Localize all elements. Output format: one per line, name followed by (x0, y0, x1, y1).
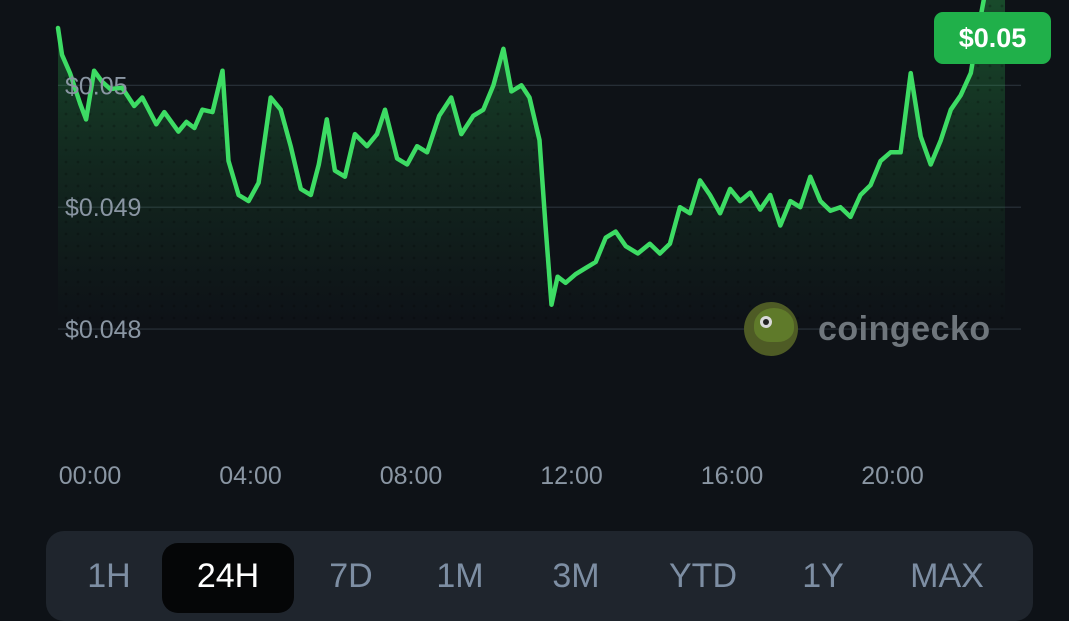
y-tick-label: $0.049 (65, 194, 141, 222)
x-tick-label: 00:00 (59, 462, 122, 490)
range-tab-ytd[interactable]: YTD (638, 543, 768, 613)
range-tab-3m[interactable]: 3M (521, 543, 631, 613)
x-tick-label: 08:00 (380, 462, 443, 490)
range-tab-24h[interactable]: 24H (162, 543, 294, 613)
price-area (58, 0, 1005, 320)
x-axis-ticks: 00:00 04:00 08:00 12:00 16:00 20:00 (59, 462, 924, 490)
price-chart: $0.05 $0.049 $0.048 00:00 04:00 08:00 12:00 16… (0, 0, 1069, 530)
range-tab-1y[interactable]: 1Y (773, 543, 873, 613)
range-tab-max[interactable]: MAX (883, 543, 1011, 613)
y-tick-label: $0.05 (65, 72, 128, 100)
current-price-badge: $0.05 (934, 12, 1051, 64)
area-dot-pattern (58, 0, 1005, 320)
range-tab-1h[interactable]: 1H (64, 543, 154, 613)
watermark-text: coingecko (818, 310, 991, 349)
range-tab-7d[interactable]: 7D (301, 543, 401, 613)
x-tick-label: 20:00 (861, 462, 924, 490)
coingecko-gecko-icon (744, 302, 798, 356)
range-tab-1m[interactable]: 1M (410, 543, 510, 613)
x-tick-label: 12:00 (540, 462, 603, 490)
y-tick-label: $0.048 (65, 316, 141, 344)
x-tick-label: 16:00 (701, 462, 764, 490)
coingecko-watermark: coingecko (744, 302, 991, 356)
x-tick-label: 04:00 (219, 462, 282, 490)
